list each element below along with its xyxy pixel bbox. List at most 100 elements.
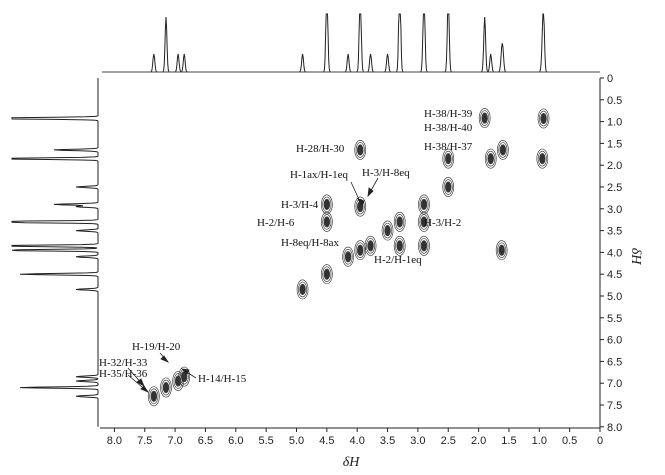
cross-peak-contour — [418, 211, 430, 232]
label-h19-h20: H-19/H-20 — [132, 341, 181, 353]
cross-peak-contour — [296, 279, 309, 300]
cross-peak-contour — [498, 244, 505, 256]
arrow-head-h14-h15 — [180, 368, 190, 375]
cross-peak-contour — [149, 388, 159, 405]
cross-peak-contour — [178, 366, 191, 387]
cross-peak-contour — [343, 249, 353, 265]
cross-peak-contour — [419, 196, 429, 213]
cross-peak-contour — [443, 150, 453, 167]
cross-peak — [495, 240, 508, 261]
cross-peak-contour — [497, 242, 507, 258]
cross-peak-contour — [298, 281, 308, 298]
cross-peak — [536, 148, 549, 169]
cross-peak — [393, 235, 406, 256]
cross-peak — [478, 108, 491, 129]
y-tick-label: 7.0 — [607, 378, 622, 390]
arrow-head-h35-h36 — [140, 385, 150, 393]
cross-peak-contour — [420, 198, 428, 210]
cross-peak-contour — [480, 110, 490, 126]
y-tick-label: 3.5 — [607, 226, 622, 238]
cross-peak-contour — [396, 216, 403, 228]
cross-peak-contour — [484, 148, 497, 169]
cross-peak — [442, 177, 455, 197]
left-projection-spectrum — [11, 78, 99, 427]
cross-peak-contour — [418, 235, 430, 256]
cross-peak-contour — [323, 198, 331, 210]
cross-peak-contour — [393, 211, 406, 232]
cross-peak — [354, 240, 367, 261]
cross-peak-contour — [322, 266, 332, 282]
cross-peak-contour — [321, 211, 333, 232]
cross-peak-contour — [395, 214, 405, 230]
x-tick-label: 3.5 — [380, 435, 395, 447]
cross-peak — [321, 211, 333, 232]
cross-peak — [442, 148, 455, 169]
x-tick-label: 2.0 — [471, 435, 486, 447]
cross-peak-contour — [499, 144, 507, 156]
cross-peak-contour — [442, 177, 455, 197]
x-tick-label: 1.0 — [532, 435, 547, 447]
cross-peak-contour — [150, 390, 158, 402]
cross-peak-contour — [162, 382, 170, 394]
cross-peaks — [148, 108, 550, 407]
cross-peak-contour — [486, 150, 496, 167]
cross-peak — [296, 279, 309, 300]
x-tick-label: 6.0 — [228, 435, 243, 447]
cross-peak — [354, 139, 367, 160]
y-axis-title: δH — [628, 248, 643, 266]
cross-peak-contour — [537, 108, 550, 129]
cross-peak — [497, 139, 509, 160]
cross-peak-contour — [442, 148, 455, 169]
cross-peak-contour — [356, 244, 364, 256]
cross-peak-contour — [322, 214, 332, 230]
label-h14-h15: H-14/H-15 — [198, 373, 247, 385]
cross-peak-contour — [381, 220, 394, 241]
cross-peak-contour — [420, 240, 428, 252]
x-tick-label: 4.5 — [319, 435, 334, 447]
cross-peak-contour — [355, 198, 365, 215]
label-h3-h4: H-3/H-4 — [281, 199, 319, 211]
y-tick-label: 2.0 — [607, 160, 622, 172]
cross-peak-contour — [384, 225, 391, 237]
x-axis-ticks: 8.0 7.5 7.0 6.5 6.0 5.5 5.0 4.5 4.0 3.5 3.0 2.5 2.0 1… — [107, 428, 603, 447]
cross-peak-contour — [537, 150, 547, 167]
cross-peak-contour — [321, 264, 333, 285]
y-tick-label: 1.5 — [607, 138, 622, 150]
cross-peak-contour — [355, 142, 365, 158]
y-tick-label: 6.5 — [607, 356, 622, 368]
cross-peak-contour — [148, 386, 160, 407]
cross-peak-contour — [322, 196, 332, 213]
cross-peak-contour — [418, 194, 430, 215]
cross-peak-contour — [367, 240, 374, 252]
cross-peak-contour — [487, 153, 494, 165]
cross-peak — [418, 235, 430, 256]
y-tick-label: 4.0 — [607, 247, 622, 259]
label-h2-h6: H-2/H-6 — [257, 217, 295, 229]
cross-peak-contour — [354, 196, 367, 217]
cross-peak — [484, 148, 497, 169]
cross-peak-contour — [497, 139, 509, 160]
label-h28-h30: H-28/H-30 — [296, 143, 345, 155]
top-projection-spectrum — [102, 13, 600, 73]
x-axis-title: δH — [343, 455, 361, 470]
label-h1ax-h1eq: H-1ax/H-1eq — [290, 169, 349, 181]
x-tick-label: 6.5 — [198, 435, 213, 447]
cross-peak — [418, 211, 430, 232]
cross-peak-contour — [539, 153, 546, 165]
label-h35-h36: H-35/H-36 — [99, 368, 148, 380]
annotation-arrows — [127, 177, 379, 393]
y-tick-label: 5.0 — [607, 291, 622, 303]
cross-peak — [321, 194, 333, 215]
cross-peak-contour — [323, 216, 331, 228]
y-tick-label: 2.5 — [607, 182, 622, 194]
arrow-head-h32-h33 — [136, 378, 145, 387]
y-tick-label: 0 — [607, 73, 613, 85]
x-tick-label: 5.5 — [259, 435, 274, 447]
label-h38-h39: H-38/H-39 — [424, 108, 473, 120]
cross-peak-contour — [355, 242, 365, 258]
arrow-head-h19-h20 — [160, 355, 170, 363]
cross-peak-contour — [344, 251, 352, 263]
cross-peak-contour — [445, 153, 452, 165]
x-tick-label: 4.0 — [350, 435, 365, 447]
